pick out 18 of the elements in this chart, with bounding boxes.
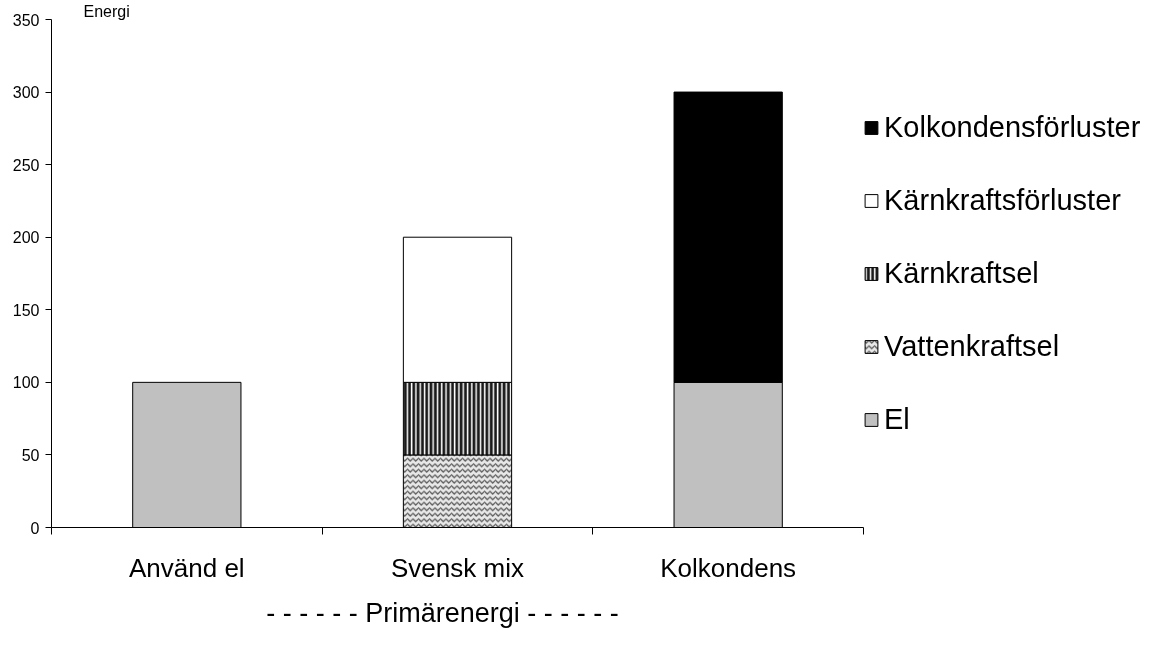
- y-tick-label: 250: [12, 156, 40, 174]
- legend-label: Kärnkraftsel: [884, 256, 1039, 290]
- y-tick-label: 50: [21, 446, 40, 464]
- y-tick-label: 300: [12, 84, 40, 102]
- y-tick-label: 150: [12, 301, 40, 319]
- y-tick-label: 0: [30, 519, 40, 537]
- y-axis-title: Energi: [83, 2, 130, 20]
- y-tick-label: 200: [12, 229, 40, 247]
- y-tick-label: 350: [12, 11, 40, 29]
- y-tick-label: 100: [12, 374, 40, 392]
- x-tick-label: Svensk mix: [391, 552, 524, 583]
- legend-label: Vattenkraftsel: [884, 329, 1060, 363]
- x-tick-label: Kolkondens: [660, 552, 797, 583]
- legend-label: Kärnkraftsförluster: [884, 183, 1121, 217]
- legend-label: El: [884, 402, 910, 436]
- x-axis-title: - - - - - - Primärenergi - - - - - -: [266, 597, 619, 628]
- legend-label: Kolkondensförluster: [884, 110, 1141, 144]
- x-tick-label: Använd el: [129, 552, 245, 583]
